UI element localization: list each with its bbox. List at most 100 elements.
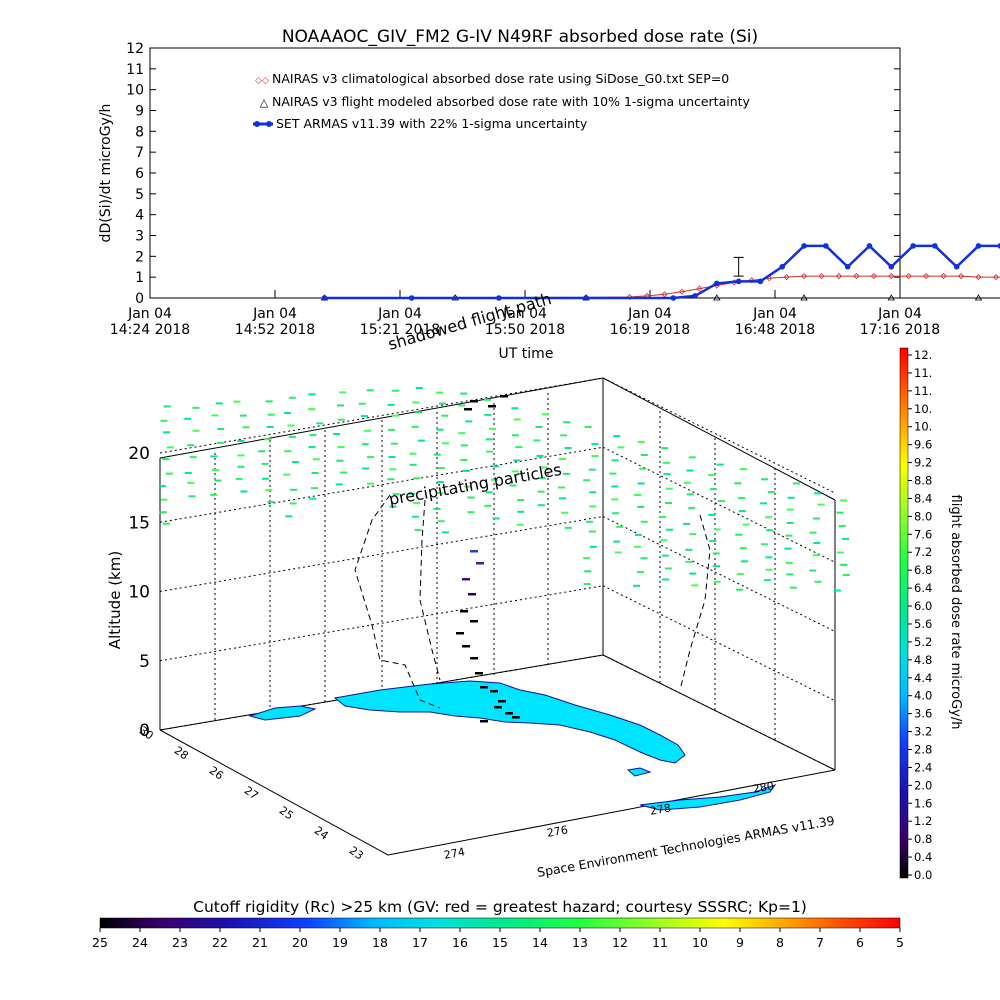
particle-mark <box>437 481 445 484</box>
particle-mark <box>564 446 572 449</box>
annotation-precipitating-particles: precipitating particles <box>387 460 563 509</box>
flight-shadow-east <box>679 514 711 691</box>
particle-mark <box>717 500 725 503</box>
particle-mark <box>460 444 468 447</box>
particle-mark <box>560 434 568 437</box>
rigidity-gradient <box>99 917 901 929</box>
altitude-tick-label: 20 <box>128 444 150 464</box>
colorbar-tick-label: 1.6 <box>914 796 932 810</box>
rigidity-tick-label: 19 <box>332 935 348 950</box>
particle-mark <box>665 502 673 505</box>
particle-mark <box>736 588 744 591</box>
colorbar-tick-label: 6.8 <box>914 563 932 577</box>
particle-mark <box>716 463 724 466</box>
particle-mark <box>261 462 269 465</box>
particle-mark <box>740 468 748 471</box>
particle-mark <box>390 442 398 445</box>
particle-mark <box>541 466 549 469</box>
series-group <box>320 243 1000 301</box>
particle-mark <box>689 572 697 575</box>
rigidity-colorbar: Cutoff rigidity (Rc) >25 km (GV: red = g… <box>92 898 904 950</box>
data-point <box>953 263 960 270</box>
rigidity-tick-label: 7 <box>816 935 824 950</box>
particle-mark <box>786 522 794 525</box>
particle-mark <box>584 570 592 573</box>
particle-mark <box>492 517 500 520</box>
particle-mark <box>308 446 316 449</box>
land-florida <box>333 680 686 764</box>
particle-mark <box>467 496 475 499</box>
particle-mark <box>264 438 272 441</box>
particle-mark <box>184 471 192 474</box>
data-point <box>735 278 742 285</box>
particle-mark <box>192 406 200 409</box>
particle-mark <box>413 502 421 505</box>
x-tick-label-date: Jan 04 <box>502 306 547 322</box>
particle-mark <box>436 492 444 495</box>
particle-mark <box>713 580 721 583</box>
particle-mark <box>436 428 444 431</box>
particle-mark <box>165 472 173 475</box>
particle-mark <box>561 511 569 514</box>
particle-mark <box>437 467 445 470</box>
axis-line <box>387 769 836 856</box>
particle-mark <box>817 503 825 506</box>
flight-shadow-west <box>354 494 441 709</box>
particle-mark <box>612 512 620 515</box>
y-tick-label: 8 <box>135 124 144 140</box>
particle-mark <box>685 548 693 551</box>
particle-mark <box>765 568 773 571</box>
particle-mark <box>516 523 524 526</box>
flight-point <box>468 593 476 596</box>
lat-tick-label: 28 <box>172 744 191 763</box>
particle-mark <box>288 435 296 438</box>
particle-mark <box>412 401 420 404</box>
particle-mark <box>634 545 642 548</box>
particle-mark <box>683 481 691 484</box>
particle-mark <box>617 446 625 449</box>
colorbar-tick-label: 11. <box>914 384 932 398</box>
rigidity-title: Cutoff rigidity (Rc) >25 km (GV: red = g… <box>193 898 807 916</box>
particle-mark <box>337 418 345 421</box>
particle-mark <box>462 469 470 472</box>
y-tick-label: 4 <box>135 208 144 224</box>
lat-tick-label: 26 <box>207 764 226 783</box>
colorbar-tick-label: 6.4 <box>914 581 932 595</box>
particle-mark <box>661 554 669 557</box>
particle-mark <box>267 413 275 416</box>
particle-mark <box>660 539 668 542</box>
flight-point <box>470 620 478 623</box>
particle-mark <box>242 426 250 429</box>
particle-mark <box>691 584 699 587</box>
particle-mark <box>787 496 795 499</box>
particle-mark <box>564 526 572 529</box>
particle-mark <box>437 520 445 523</box>
particle-mark <box>784 547 792 550</box>
axis-line <box>602 377 836 501</box>
data-point <box>975 243 982 249</box>
particle-mark <box>738 510 746 513</box>
particle-mark <box>389 468 397 471</box>
particle-mark <box>391 414 399 417</box>
legend-item-nairas-flight: △ NAIRAS v3 flight modeled absorbed dose… <box>260 94 751 109</box>
flight-path-points <box>456 395 520 723</box>
particle-mark <box>261 477 269 480</box>
y-tick-label: 12 <box>126 41 144 57</box>
data-point <box>888 263 895 270</box>
particle-mark <box>765 556 773 559</box>
data-point <box>975 274 982 281</box>
particle-mark <box>785 561 793 564</box>
flight-point <box>490 690 498 693</box>
particle-mark <box>833 589 841 592</box>
particle-mark <box>713 528 721 531</box>
data-point <box>496 295 502 301</box>
legend-marker-dot-icon <box>254 121 260 127</box>
particle-mark <box>187 444 195 447</box>
particle-mark <box>464 485 472 488</box>
particle-mark <box>258 450 266 453</box>
data-point <box>823 243 829 249</box>
particle-mark <box>689 532 697 535</box>
particle-mark <box>558 497 566 500</box>
rigidity-tick-label: 17 <box>412 935 428 950</box>
particle-mark <box>340 471 348 474</box>
